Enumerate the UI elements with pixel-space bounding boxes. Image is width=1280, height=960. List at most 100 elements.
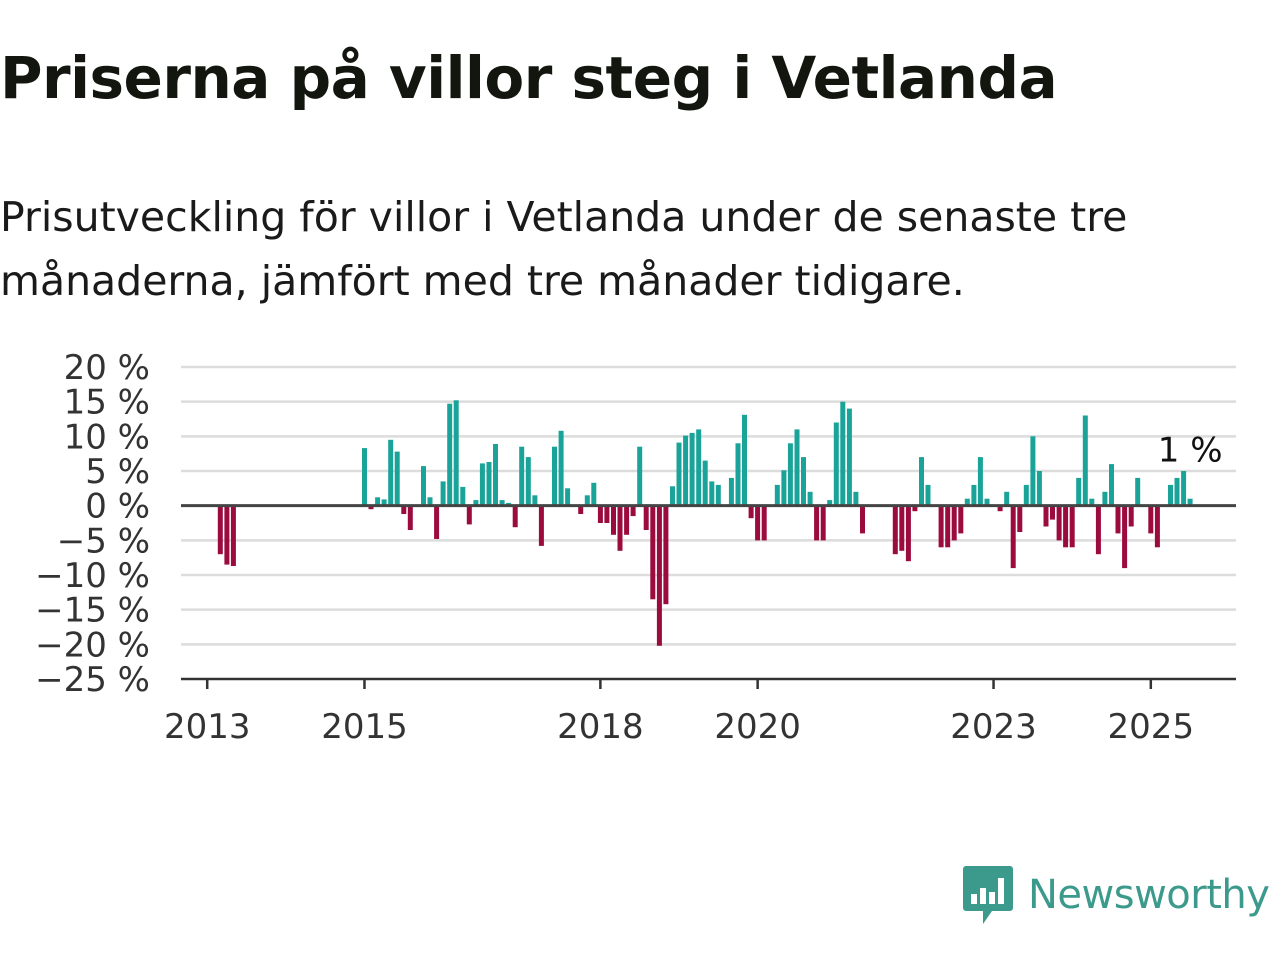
bar xyxy=(715,484,721,506)
bar xyxy=(466,505,472,525)
bar xyxy=(1030,436,1036,506)
bar xyxy=(479,463,485,506)
bar xyxy=(787,443,793,506)
bar xyxy=(702,460,708,506)
bar xyxy=(912,505,918,512)
bar xyxy=(1056,505,1062,541)
y-tick-label: 0 % xyxy=(85,487,150,527)
bar xyxy=(1115,505,1121,534)
bar xyxy=(951,505,957,541)
bar xyxy=(1017,505,1023,532)
bar xyxy=(486,462,492,506)
bar xyxy=(1102,491,1108,506)
bar xyxy=(1154,505,1160,548)
bar xyxy=(833,422,839,506)
bar xyxy=(919,457,924,506)
bar xyxy=(381,499,387,506)
bar xyxy=(1010,505,1016,569)
bar xyxy=(807,491,813,506)
bar xyxy=(493,444,498,506)
bar xyxy=(532,495,538,506)
bar xyxy=(1181,471,1187,506)
bar xyxy=(538,505,544,546)
y-tick-label: −5 % xyxy=(57,521,150,561)
brand-name: Newsworthy xyxy=(1028,872,1270,918)
bar xyxy=(460,486,466,506)
bar xyxy=(905,505,911,562)
bar xyxy=(735,443,741,506)
bar xyxy=(925,484,931,506)
bar-chart: 20 %15 %10 %5 %0 %−5 %−10 %−15 %−20 %−25… xyxy=(35,348,1236,740)
bar xyxy=(1063,505,1069,548)
bar xyxy=(624,505,630,535)
bar xyxy=(407,505,413,530)
bar xyxy=(617,505,623,551)
bar xyxy=(1095,505,1101,555)
bar xyxy=(440,481,446,506)
bar xyxy=(525,457,531,506)
x-tick-label: 2020 xyxy=(714,707,801,740)
bar xyxy=(827,500,833,506)
bar xyxy=(964,498,970,506)
bar xyxy=(683,435,689,506)
bar xyxy=(499,500,505,506)
bar xyxy=(1082,415,1088,506)
bar xyxy=(453,400,459,506)
bar xyxy=(801,457,806,506)
bar xyxy=(1069,505,1075,548)
bar xyxy=(984,498,990,506)
bar xyxy=(394,451,400,506)
bar xyxy=(1174,477,1180,506)
bar xyxy=(899,505,905,551)
y-tick-label: 5 % xyxy=(85,452,150,492)
bar xyxy=(643,505,649,530)
bar xyxy=(656,505,662,646)
x-tick-label: 2025 xyxy=(1108,707,1195,740)
bar xyxy=(676,442,682,506)
bar xyxy=(860,505,865,534)
bar xyxy=(427,497,433,506)
bars xyxy=(217,400,1193,646)
bar xyxy=(591,482,597,506)
bar xyxy=(578,505,584,514)
bar xyxy=(637,446,643,506)
y-tick-label: 15 % xyxy=(64,383,150,423)
bar xyxy=(663,505,669,605)
bar xyxy=(977,457,983,506)
bar xyxy=(846,408,852,506)
bar xyxy=(781,470,787,506)
bar xyxy=(434,505,440,539)
bar xyxy=(755,505,761,541)
latest-value-annotation: 1 % xyxy=(1158,431,1223,471)
bar xyxy=(375,497,381,506)
bar xyxy=(1089,498,1095,506)
bar xyxy=(565,488,571,506)
bar xyxy=(1023,484,1029,506)
y-axis-tick-labels: 20 %15 %10 %5 %0 %−5 %−10 %−15 %−20 %−25… xyxy=(35,348,150,700)
y-tick-label: −15 % xyxy=(35,591,150,631)
chart-subtitle: Prisutveckling för villor i Vetlanda und… xyxy=(0,193,1128,305)
bar xyxy=(512,505,518,528)
bar xyxy=(552,446,557,506)
bar xyxy=(1043,505,1049,527)
bar xyxy=(473,500,479,506)
bar xyxy=(597,505,603,523)
gridlines xyxy=(181,365,1236,646)
chart-title: Priserna på villor steg i Vetlanda xyxy=(0,44,1058,112)
bar xyxy=(820,505,826,541)
bar xyxy=(742,414,747,506)
bar xyxy=(689,432,695,506)
bar xyxy=(1148,505,1154,534)
bar xyxy=(1050,505,1055,520)
x-tick-label: 2018 xyxy=(557,707,644,740)
bar xyxy=(774,484,780,506)
bar xyxy=(794,429,800,506)
bar xyxy=(1004,491,1010,506)
newsworthy-logo-icon xyxy=(963,866,1013,924)
bar xyxy=(748,505,754,519)
bar xyxy=(611,505,616,535)
x-tick-label: 2015 xyxy=(321,707,408,740)
bar xyxy=(447,403,453,506)
y-tick-label: −25 % xyxy=(35,660,150,700)
y-tick-label: 20 % xyxy=(64,348,150,388)
